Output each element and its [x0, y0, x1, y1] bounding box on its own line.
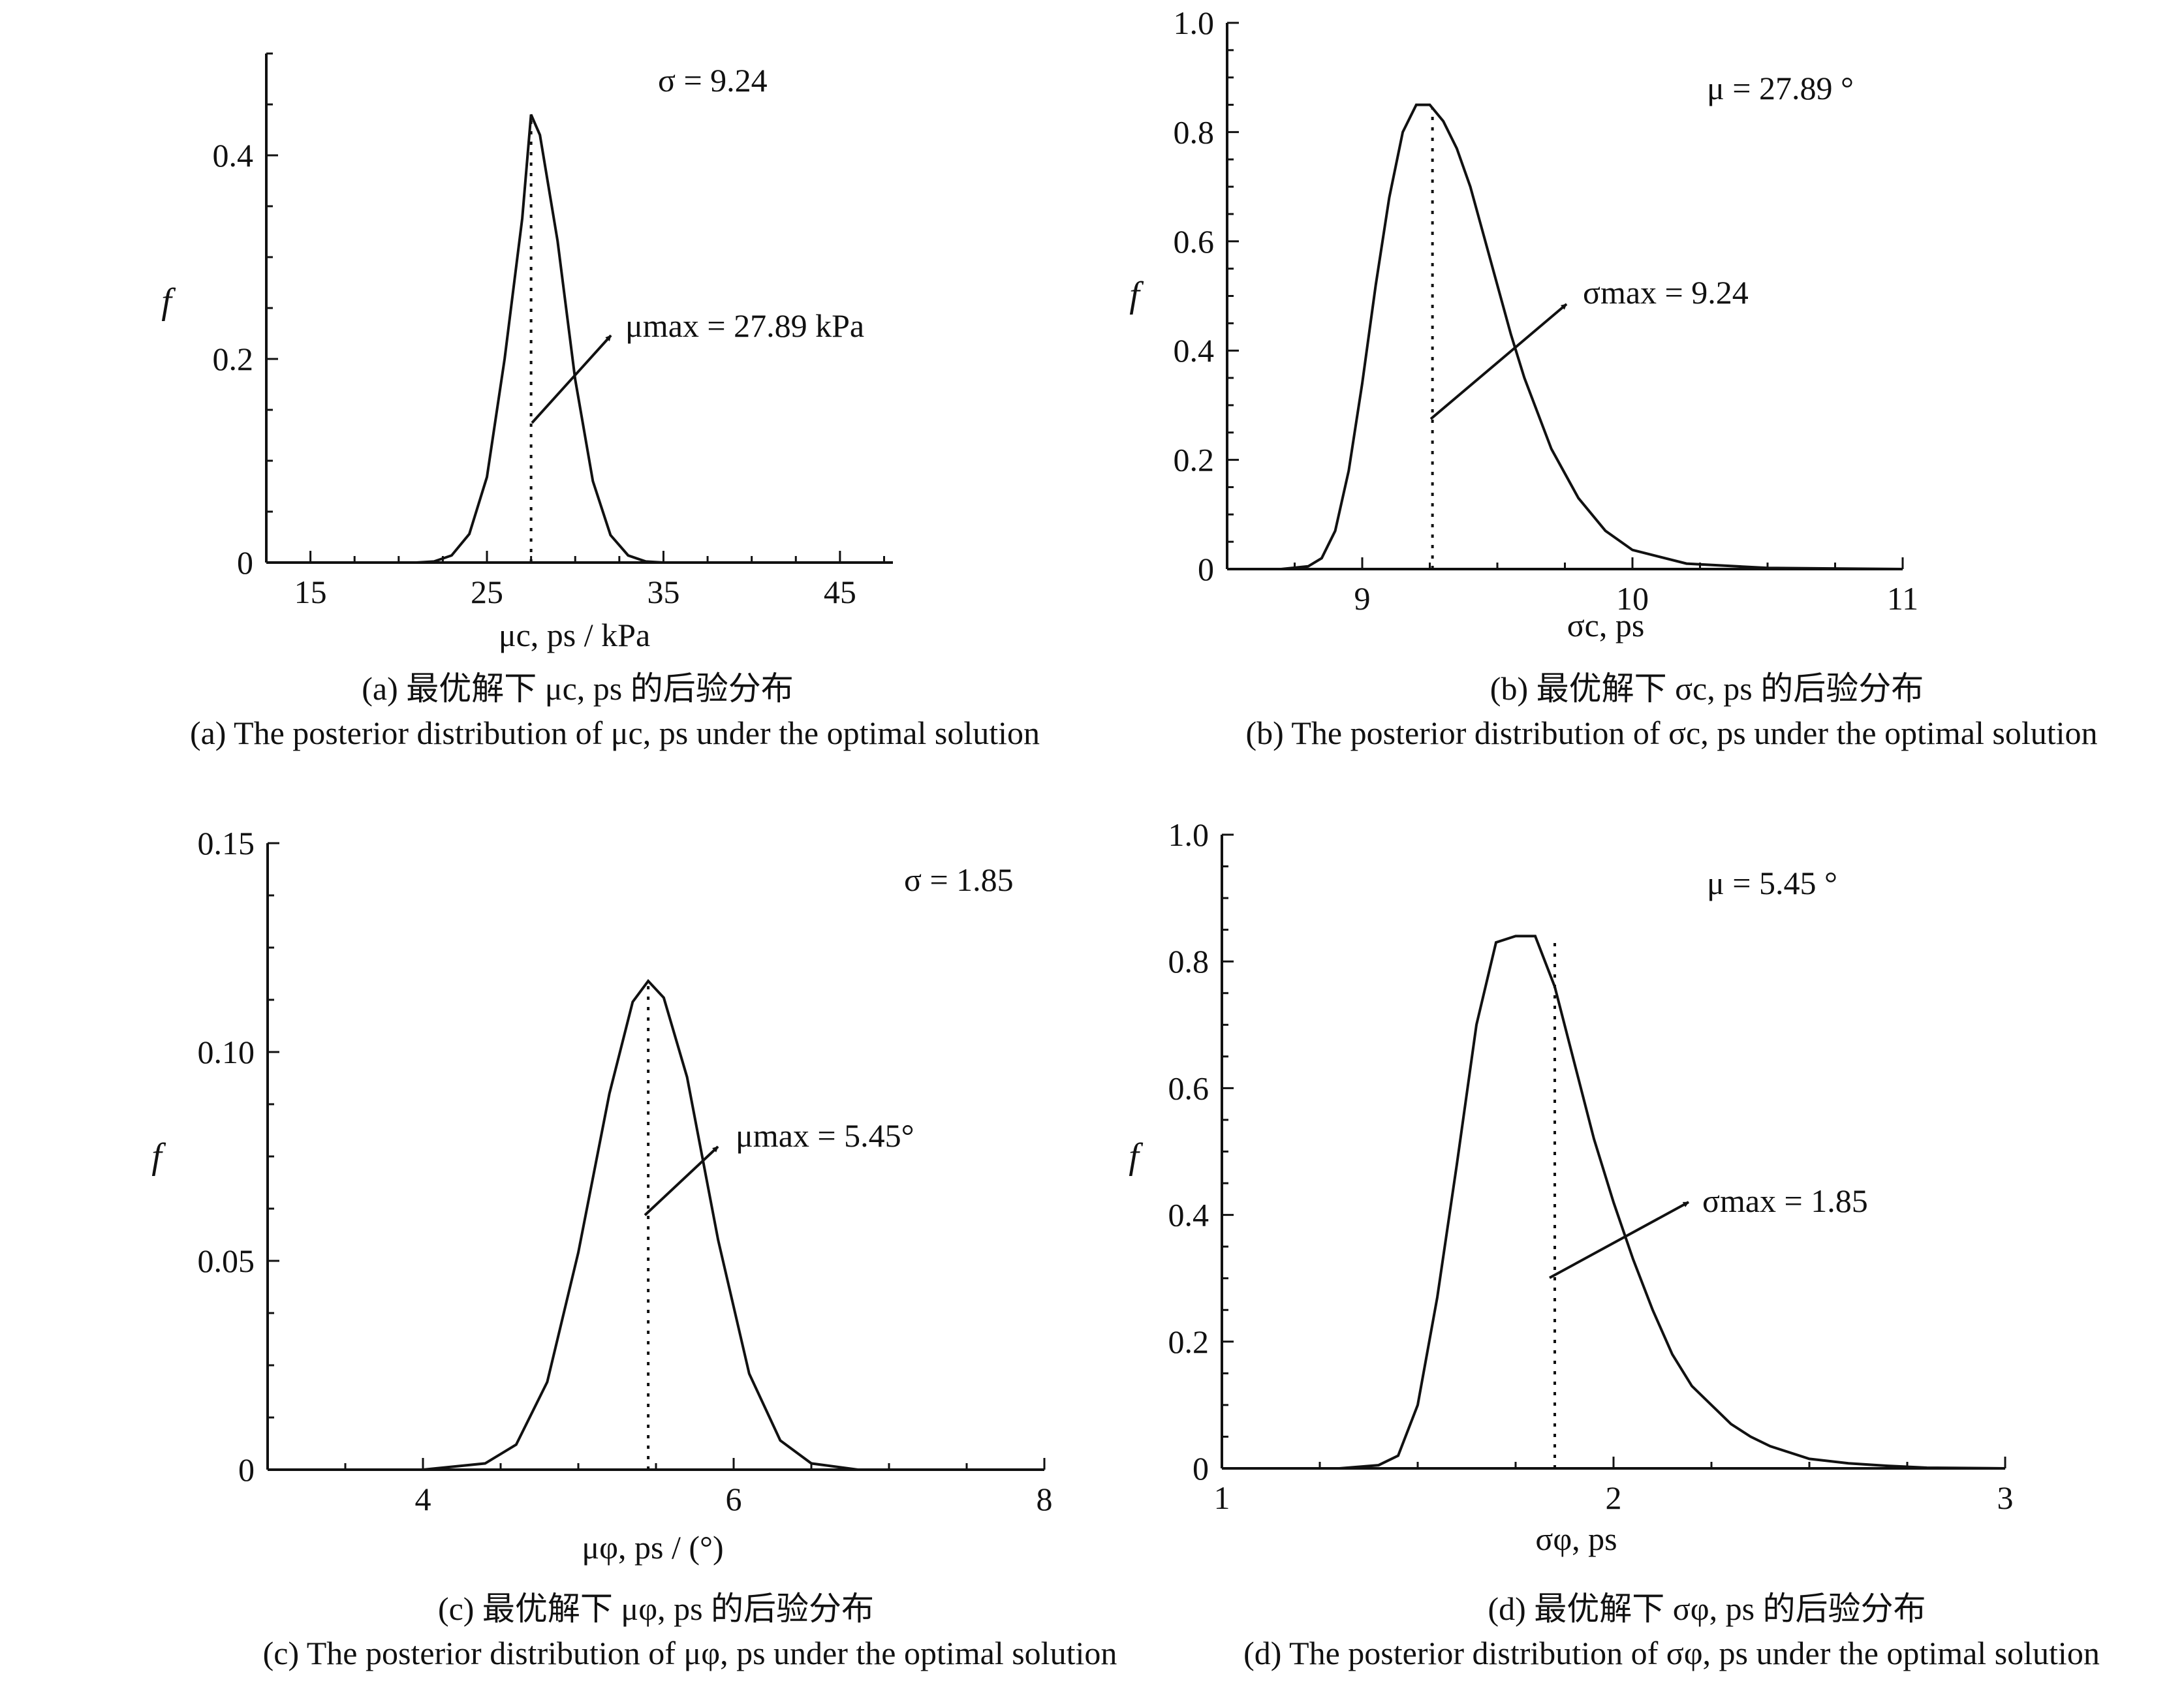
panel-b-x-tick-label: 9	[1354, 580, 1371, 617]
panel-a: 15 25 35 45 0 0.2 0.4 f σ = 9.24 μmax = 27.89…	[161, 52, 1040, 751]
panel-a-y-tick-label: 0	[237, 544, 253, 581]
panel-b-caption-en: (b) The posterior distribution of σc, ps…	[1245, 715, 2097, 751]
panel-a-xlabel: μc, ps / kPa	[499, 617, 650, 653]
panel-a-annotation-arrow	[531, 334, 612, 424]
panel-a-density-curve	[398, 114, 893, 564]
panel-a-x-tick-label: 45	[824, 574, 856, 610]
panel-c-caption-cn: (c) 最优解下 μφ, ps 的后验分布	[438, 1590, 874, 1627]
panel-a-x-tick-label: 15	[294, 574, 327, 610]
panel-b-y-tick-label: 0.4	[1174, 332, 1215, 369]
panel-d-x-tick-label: 2	[1606, 1479, 1622, 1516]
panel-a-ylabel: f	[161, 281, 176, 322]
panel-a-caption-cn: (a) 最优解下 μc, ps 的后验分布	[362, 670, 793, 707]
panel-d-y-ticks: 0 0.2 0.4 0.6 0.8 1.0	[1168, 816, 1234, 1487]
panel-b-y-tick-label: 0.6	[1174, 223, 1215, 260]
panel-d-y-tick-label: 0.2	[1168, 1323, 1209, 1360]
panel-c-arrow-annotation: μmax = 5.45°	[736, 1117, 914, 1154]
panel-d-ylabel: f	[1129, 1136, 1144, 1177]
panel-d-caption-cn: (d) 最优解下 σφ, ps 的后验分布	[1488, 1590, 1926, 1627]
panel-c-x-tick-label: 6	[726, 1481, 742, 1517]
panel-c-caption-en: (c) The posterior distribution of μφ, ps…	[263, 1635, 1117, 1671]
panel-b-density-curve	[1227, 103, 1903, 570]
panel-b-y-tick-label: 0	[1198, 551, 1214, 587]
panel-b-annotation-arrow	[1429, 303, 1568, 420]
panel-d-y-tick-label: 0.4	[1168, 1197, 1209, 1233]
panel-c-y-tick-label: 0.10	[198, 1034, 255, 1070]
panel-c-density-curve	[268, 979, 1044, 1471]
panel-b-y-tick-label: 0.2	[1174, 442, 1215, 478]
panel-d-annotation-arrow	[1549, 1201, 1689, 1279]
panel-b-y-tick-label: 1.0	[1174, 5, 1215, 41]
panel-d-x-tick-label: 1	[1214, 1479, 1230, 1516]
panel-a-x-tick-label: 35	[647, 574, 679, 610]
panel-c-y-tick-label: 0.15	[198, 825, 255, 861]
panel-d-y-tick-label: 0.6	[1168, 1070, 1209, 1106]
panel-c-y-tick-label: 0	[238, 1451, 255, 1488]
panel-d-y-tick-label: 0	[1193, 1450, 1209, 1487]
panel-d-x-ticks: 1 2 3	[1214, 1457, 2014, 1516]
panel-b: 9 10 11 0 0.2 0.4 0.6 0.8 1.0 f μ = 27.89 ° σma…	[1129, 5, 2097, 751]
panel-d-mu-annotation: μ = 5.45 °	[1707, 865, 1837, 901]
panel-c: 4 6 8 0 0.05 0.10 0.15 f σ = 1.85 μmax = 5.45…	[151, 825, 1117, 1671]
panel-c-xlabel: μφ, ps / (°)	[582, 1529, 723, 1566]
panel-c-ylabel: f	[151, 1136, 166, 1177]
panel-a-sigma-annotation: σ = 9.24	[658, 62, 768, 99]
panel-a-y-ticks: 0 0.2 0.4	[213, 52, 278, 581]
panel-c-x-tick-label: 4	[415, 1481, 431, 1517]
panel-b-x-tick-label: 10	[1616, 580, 1649, 617]
panel-b-y-tick-label: 0.8	[1174, 114, 1215, 150]
panel-a-x-ticks: 15 25 35 45	[265, 551, 885, 610]
panel-c-x-ticks: 4 6 8	[266, 1458, 1053, 1517]
panel-b-xlabel: σc, ps	[1567, 607, 1645, 643]
panel-d-arrow-annotation: σmax = 1.85	[1702, 1183, 1868, 1219]
panel-d-caption-en: (d) The posterior distribution of σφ, ps…	[1243, 1635, 2100, 1671]
panel-b-x-tick-label: 11	[1887, 580, 1918, 617]
panel-d: 1 2 3 0 0.2 0.4 0.6 0.8 1.0 f μ = 5.45 ° σmax =…	[1129, 816, 2100, 1671]
panel-b-mu-annotation: μ = 27.89 °	[1707, 70, 1854, 106]
panel-b-arrow-annotation: σmax = 9.24	[1583, 274, 1749, 311]
panel-d-y-tick-label: 0.8	[1168, 943, 1209, 980]
panel-a-arrow-annotation: μmax = 27.89 kPa	[625, 307, 864, 344]
panel-c-annotation-arrow	[644, 1145, 719, 1216]
panel-d-x-tick-label: 3	[1997, 1479, 2014, 1516]
panel-c-y-ticks: 0 0.05 0.10 0.15	[198, 825, 279, 1488]
panel-a-y-tick-label: 0.4	[213, 137, 254, 174]
panel-b-x-ticks: 9 10 11	[1226, 557, 1918, 617]
panel-d-xlabel: σφ, ps	[1535, 1521, 1617, 1557]
panel-c-sigma-annotation: σ = 1.85	[904, 861, 1014, 898]
panel-a-x-tick-label: 25	[471, 574, 503, 610]
panel-d-y-tick-label: 1.0	[1168, 816, 1209, 853]
panel-a-y-tick-label: 0.2	[213, 341, 254, 377]
panel-d-density-curve	[1222, 935, 2006, 1470]
panel-b-ylabel: f	[1129, 275, 1144, 315]
panel-c-x-tick-label: 8	[1037, 1481, 1053, 1517]
panel-a-caption-en: (a) The posterior distribution of μc, ps…	[190, 715, 1040, 751]
panel-b-y-ticks: 0 0.2 0.4 0.6 0.8 1.0	[1174, 5, 1239, 587]
panel-c-y-tick-label: 0.05	[198, 1243, 255, 1279]
panel-b-caption-cn: (b) 最优解下 σc, ps 的后验分布	[1490, 670, 1924, 707]
